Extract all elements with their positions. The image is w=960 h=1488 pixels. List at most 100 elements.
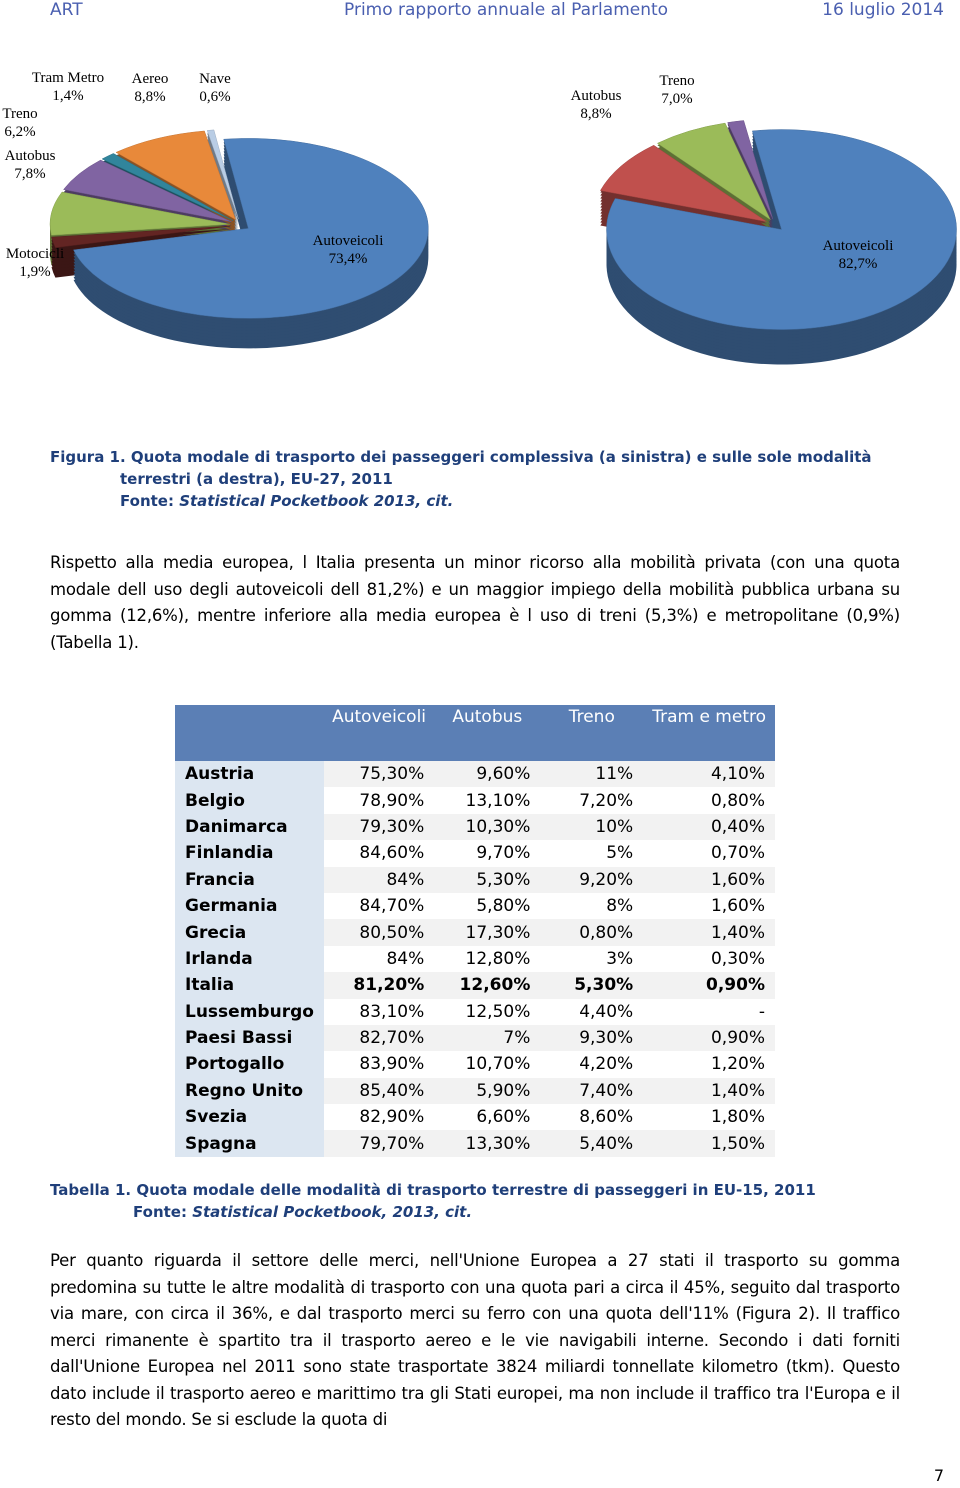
- slice-label: Autoveicoli: [313, 233, 384, 249]
- slice-value-label: 8,8%: [580, 106, 611, 122]
- row-header: Francia: [175, 866, 324, 893]
- row-header: Svezia: [175, 1104, 324, 1131]
- table-cell: 7%: [434, 1024, 541, 1052]
- source-label: Fonte:: [120, 492, 174, 510]
- table-cell: 9,60%: [434, 761, 541, 788]
- caption-label: Tabella 1.: [50, 1181, 132, 1199]
- header-left: ART: [50, 0, 83, 20]
- table-cell: 12,60%: [434, 972, 541, 999]
- slice-side: [51, 229, 231, 251]
- table-cell: 8%: [606, 896, 634, 917]
- row-header: Belgio: [175, 787, 324, 814]
- table-cell: 13,10%: [465, 790, 531, 811]
- table-cell: 81,20%: [323, 972, 435, 999]
- table-cell: 10,30%: [434, 813, 541, 841]
- table-cell: 84%: [323, 866, 435, 893]
- slice-side: [207, 132, 239, 223]
- slice: [599, 144, 767, 222]
- table-cell: 80,50%: [323, 919, 435, 946]
- slice-value-label: 7,0%: [661, 91, 692, 107]
- table-cell: 1,40%: [643, 919, 775, 946]
- row-header: Irlanda: [175, 945, 324, 973]
- table-cell: 9,30%: [540, 1024, 644, 1052]
- table-row: Svezia 82,90% 6,60% 8,60% 1,80%: [175, 1104, 775, 1131]
- slice-side: [207, 135, 239, 226]
- table-cell: 5,30%: [434, 866, 541, 893]
- row-header: Grecia: [175, 919, 324, 946]
- column-header: Autobus: [434, 705, 541, 761]
- table-cell: 5,80%: [476, 896, 531, 917]
- table-row: Danimarca 79,30% 10,30% 10% 0,40%: [175, 813, 775, 841]
- table-cell: 1,60%: [643, 866, 775, 893]
- table-cell: 0,80%: [710, 790, 765, 811]
- table-corner-cell: [175, 705, 324, 761]
- caption-text: Quota modale di trasporto dei passeggeri…: [120, 448, 872, 488]
- slice: [49, 191, 231, 236]
- table-cell: 8,60%: [579, 1107, 634, 1128]
- table-cell: 12,80%: [465, 948, 531, 969]
- slice: [101, 153, 234, 221]
- slice-label: Motocicli: [6, 246, 64, 262]
- table-cell: 79,70%: [323, 1130, 435, 1157]
- table-cell: 10,70%: [465, 1054, 531, 1075]
- table-cell: 5%: [606, 843, 634, 864]
- slice-label: Aereo: [132, 71, 169, 87]
- table-row: Austria 75,30% 9,60% 11% 4,10%: [175, 761, 775, 788]
- slice-label: Nave: [199, 71, 231, 87]
- table-row: Finlandia 84,60% 9,70% 5% 0,70%: [175, 840, 775, 867]
- table-cell: 84,70%: [359, 896, 425, 917]
- table-row: Grecia 80,50% 17,30% 0,80% 1,40%: [175, 919, 775, 946]
- table-cell: 0,90%: [643, 972, 775, 999]
- figure-caption: Figura 1. Quota modale di trasporto dei …: [50, 446, 910, 512]
- row-header: Austria: [175, 761, 324, 788]
- table-cell: 9,20%: [540, 866, 644, 893]
- caption-text: Quota modale delle modalità di trasporto…: [136, 1181, 816, 1199]
- row-header: Portogallo: [175, 1051, 324, 1078]
- table-header-row: Autoveicoli Autobus Treno Tram e metro: [175, 705, 775, 761]
- paragraph: Per quanto riguarda il settore delle mer…: [50, 1251, 900, 1429]
- table-cell: -: [758, 1001, 765, 1022]
- table-cell: 12,50%: [465, 1001, 531, 1022]
- slice-value-label: 6,2%: [4, 124, 35, 140]
- table-caption: Tabella 1. Quota modale delle modalità d…: [50, 1179, 910, 1223]
- slice-label: Autoveicoli: [823, 238, 894, 254]
- row-header: Germania: [175, 892, 324, 920]
- header-right: 16 luglio 2014: [822, 0, 944, 20]
- row-header: Finlandia: [175, 840, 324, 867]
- table-cell: 82,70%: [323, 1024, 435, 1052]
- table-cell: 84%: [386, 948, 425, 969]
- row-header: Paesi Bassi: [175, 1024, 324, 1052]
- page-number: 7: [933, 1466, 944, 1485]
- table-cell: 4,10%: [643, 761, 775, 788]
- table-cell: 1,80%: [710, 1107, 765, 1128]
- slice-value-label: 8,8%: [134, 89, 165, 105]
- table-cell: 5,40%: [540, 1130, 644, 1157]
- column-header: Autoveicoli: [323, 705, 435, 761]
- source-text: Statistical Pocketbook 2013, cit.: [179, 492, 454, 510]
- table: Autoveicoli Autobus Treno Tram e metro Austr…: [175, 705, 775, 1157]
- table-cell: 10%: [540, 813, 644, 841]
- table-row: Regno Unito 85,40% 5,90% 7,40% 1,40%: [175, 1077, 775, 1105]
- slice: [727, 120, 774, 220]
- table-cell: 1,50%: [643, 1130, 775, 1157]
- column-header: Tram e metro: [643, 705, 775, 761]
- table-cell: 4,20%: [579, 1054, 634, 1075]
- table-cell: 0,40%: [643, 813, 775, 841]
- slice: [115, 130, 237, 221]
- slice: [73, 138, 429, 319]
- header-center: Primo rapporto annuale al Parlamento: [344, 0, 669, 20]
- slice-label: Treno: [659, 73, 694, 89]
- table-cell: 1,40%: [643, 1077, 775, 1105]
- row-header: Spagna: [175, 1130, 324, 1157]
- table-row: Italia 81,20% 12,60% 5,30% 0,90%: [175, 972, 775, 999]
- row-header: Danimarca: [175, 813, 324, 841]
- table-cell: 1,20%: [710, 1054, 765, 1075]
- slice: [206, 129, 239, 220]
- slice: [63, 159, 232, 223]
- paragraph: Rispetto alla media europea, l Italia pr…: [50, 553, 900, 652]
- slice-label: Tram Metro: [32, 70, 104, 86]
- slice-value-label: 1,9%: [19, 264, 50, 280]
- table-row: Spagna 79,70% 13,30% 5,40% 1,50%: [175, 1130, 775, 1157]
- table-cell: 78,90%: [359, 790, 425, 811]
